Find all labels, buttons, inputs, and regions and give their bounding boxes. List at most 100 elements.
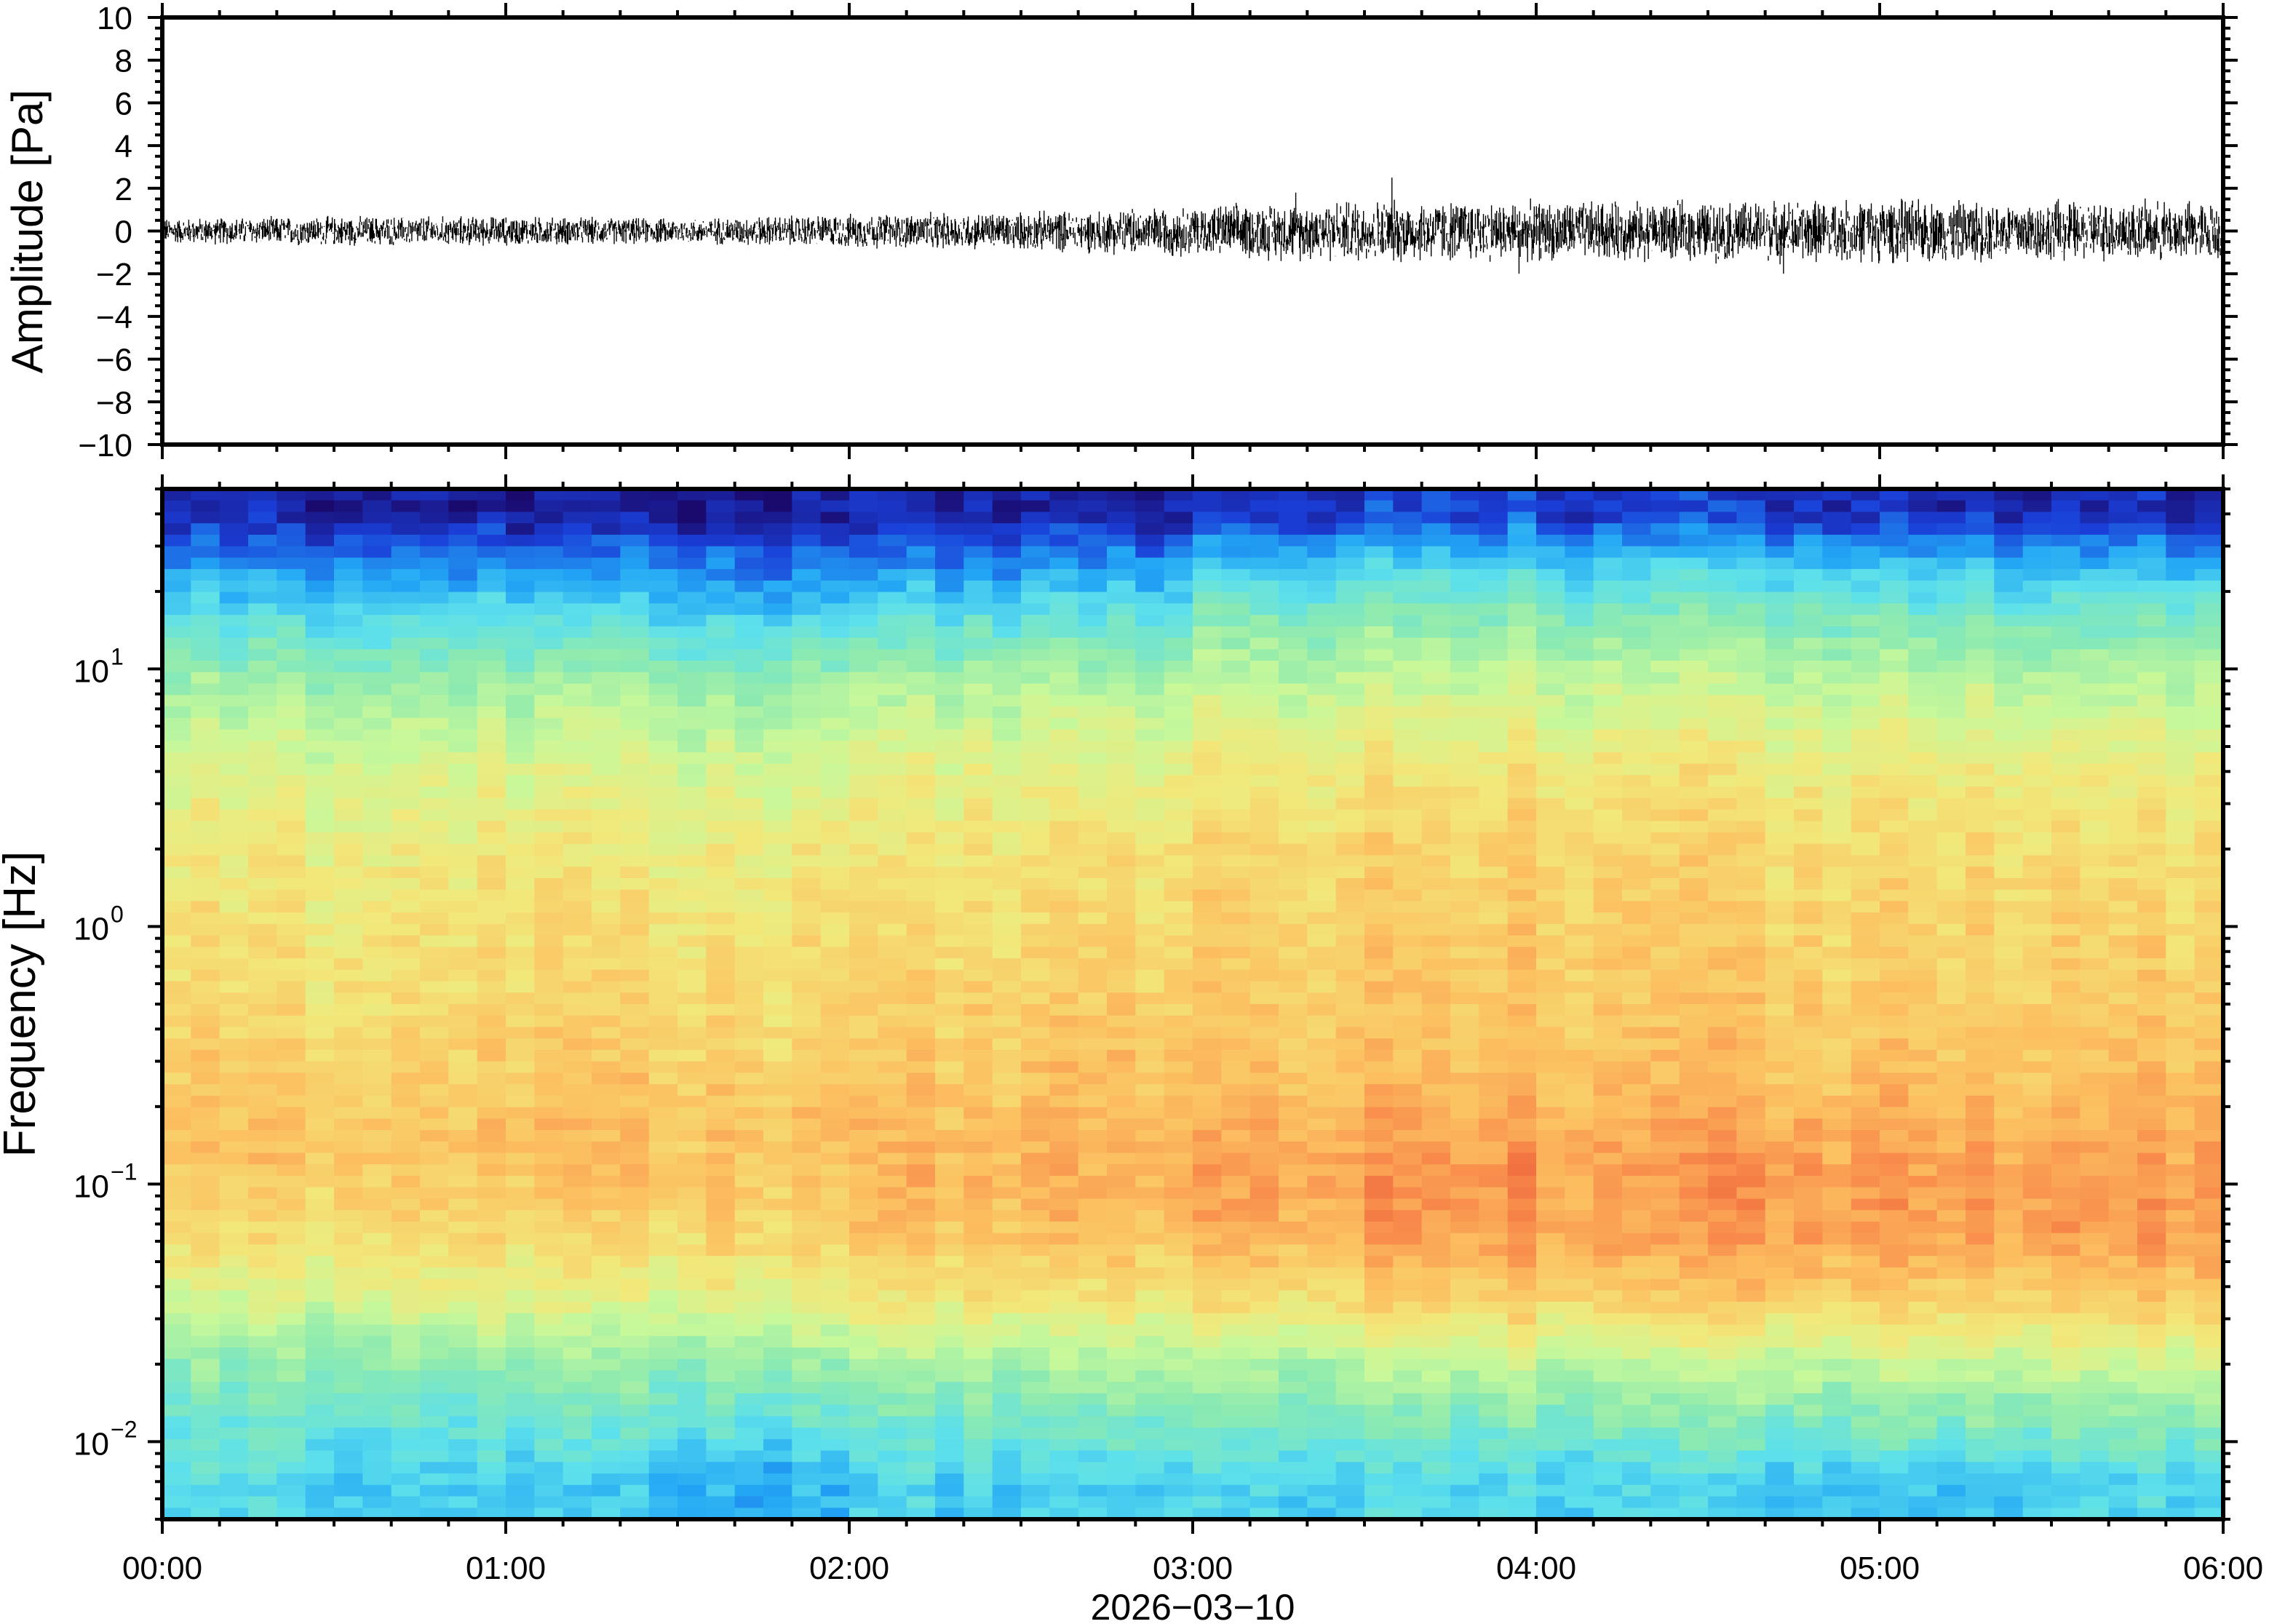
spectrogram-cell	[1450, 626, 1480, 639]
spectrogram-cell	[334, 1027, 364, 1039]
spectrogram-cell	[1107, 1256, 1137, 1268]
spectrogram-cell	[849, 580, 879, 593]
spectrogram-cell	[763, 1027, 793, 1039]
spectrogram-cell	[1393, 534, 1423, 547]
spectrogram-cell	[1393, 1382, 1423, 1394]
spectrogram-cell	[1049, 489, 1079, 501]
spectrogram-cell	[1078, 901, 1108, 913]
spectrogram-cell	[506, 1198, 536, 1211]
spectrogram-cell	[1593, 1450, 1623, 1463]
spectrogram-cell	[1364, 797, 1394, 811]
spectrogram-cell	[1479, 981, 1509, 993]
spectrogram-cell	[592, 683, 621, 696]
spectrogram-cell	[506, 1382, 536, 1394]
spectrogram-cell	[1593, 969, 1623, 982]
spectrogram-cell	[1164, 615, 1193, 627]
spectrogram-cell	[1193, 1428, 1223, 1440]
spectrogram-cell	[1221, 809, 1251, 821]
spectrogram-cell	[534, 843, 564, 856]
spectrogram-cell	[1049, 1198, 1079, 1211]
spectrogram-cell	[792, 1084, 822, 1096]
spectrogram-cell	[1307, 1358, 1337, 1372]
spectrogram-cell	[1536, 1198, 1566, 1211]
spectrogram-cell	[1164, 1382, 1193, 1394]
spectrogram-cell	[1450, 717, 1480, 731]
spectrogram-cell	[1249, 752, 1279, 765]
spectrogram-cell	[820, 1358, 850, 1372]
spectrogram-cell	[1650, 752, 1680, 765]
spectrogram-cell	[1279, 1244, 1308, 1257]
spectrogram-cell	[1164, 1176, 1193, 1188]
spectrogram-cell	[1622, 523, 1652, 536]
spectrogram-cell	[334, 626, 364, 639]
spectrogram-cell	[1622, 1164, 1652, 1177]
spectrogram-cell	[305, 1198, 335, 1211]
spectrogram-cell	[992, 1084, 1022, 1096]
spectrogram-cell	[1107, 741, 1137, 753]
spectrogram-cell	[1507, 741, 1537, 753]
spectrogram-cell	[248, 1416, 278, 1428]
spectrogram-cell	[1049, 649, 1079, 661]
spectrogram-cell	[1049, 775, 1079, 787]
spectrogram-cell	[1135, 1061, 1165, 1074]
spectrogram-cell	[477, 557, 506, 570]
spectrogram-cell	[592, 923, 621, 936]
spectrogram-cell	[1393, 1153, 1423, 1165]
spectrogram-cell	[534, 1450, 564, 1463]
spectrogram-cell	[534, 1382, 564, 1394]
spectrogram-cell	[534, 615, 564, 627]
spectrogram-cell	[1593, 534, 1623, 547]
spectrogram-cell	[391, 947, 421, 959]
spectrogram-cell	[219, 1450, 249, 1463]
spectrogram-cell	[1307, 1221, 1337, 1234]
spectrogram-cell	[219, 969, 249, 982]
spectrogram-cell	[1622, 1153, 1652, 1165]
spectrogram-cell	[878, 1210, 907, 1222]
spectrogram-cell	[248, 867, 278, 879]
spectrogram-cell	[1107, 512, 1137, 524]
spectrogram-cell	[1107, 580, 1137, 593]
spectrogram-cell	[935, 787, 965, 799]
spectrogram-cell	[162, 763, 192, 776]
spectrogram-cell	[1249, 729, 1279, 741]
spectrogram-cell	[906, 935, 936, 948]
spectrogram-cell	[1221, 1038, 1251, 1051]
spectrogram-cell	[477, 1027, 506, 1039]
spectrogram-cell	[305, 843, 335, 856]
spectrogram-cell	[648, 649, 678, 661]
spectrogram-cell	[963, 1267, 993, 1280]
spectrogram-cell	[1307, 741, 1337, 753]
spectrogram-cell	[1622, 500, 1652, 513]
spectrogram-cell	[792, 935, 822, 948]
spectrogram-cell	[935, 534, 965, 547]
spectrogram-cell	[1049, 809, 1079, 821]
spectrogram-cell	[362, 832, 392, 845]
spectrogram-cell	[219, 637, 249, 650]
spectrogram-cell	[792, 752, 822, 765]
spectrogram-cell	[1708, 1198, 1738, 1211]
spectrogram-cell	[677, 809, 707, 821]
spectrogram-cell	[820, 1313, 850, 1326]
spectrogram-cell	[1479, 512, 1509, 524]
spectrogram-cell	[992, 1324, 1022, 1337]
spectrogram-cell	[391, 889, 421, 902]
spectrogram-cell	[1335, 763, 1365, 776]
spectrogram-cell	[1708, 1038, 1738, 1051]
spectrogram-cell	[620, 1141, 650, 1154]
spectrogram-cell	[820, 592, 850, 605]
spectrogram-cell	[1164, 958, 1193, 971]
spectrogram-cell	[534, 1084, 564, 1096]
spectrogram-cell	[1249, 1256, 1279, 1268]
spectrogram-cell	[1335, 1072, 1365, 1085]
spectrogram-cell	[448, 763, 478, 776]
spectrogram-cell	[820, 637, 850, 650]
spectrogram-cell	[191, 661, 220, 673]
spectrogram-cell	[1135, 500, 1165, 513]
spectrogram-cell	[963, 1049, 993, 1062]
spectrogram-cell	[1249, 489, 1279, 501]
spectrogram-cell	[1193, 1382, 1223, 1394]
spectrogram-cell	[362, 626, 392, 639]
spectrogram-cell	[448, 615, 478, 627]
spectrogram-cell	[1536, 661, 1566, 673]
spectrogram-cell	[448, 787, 478, 799]
